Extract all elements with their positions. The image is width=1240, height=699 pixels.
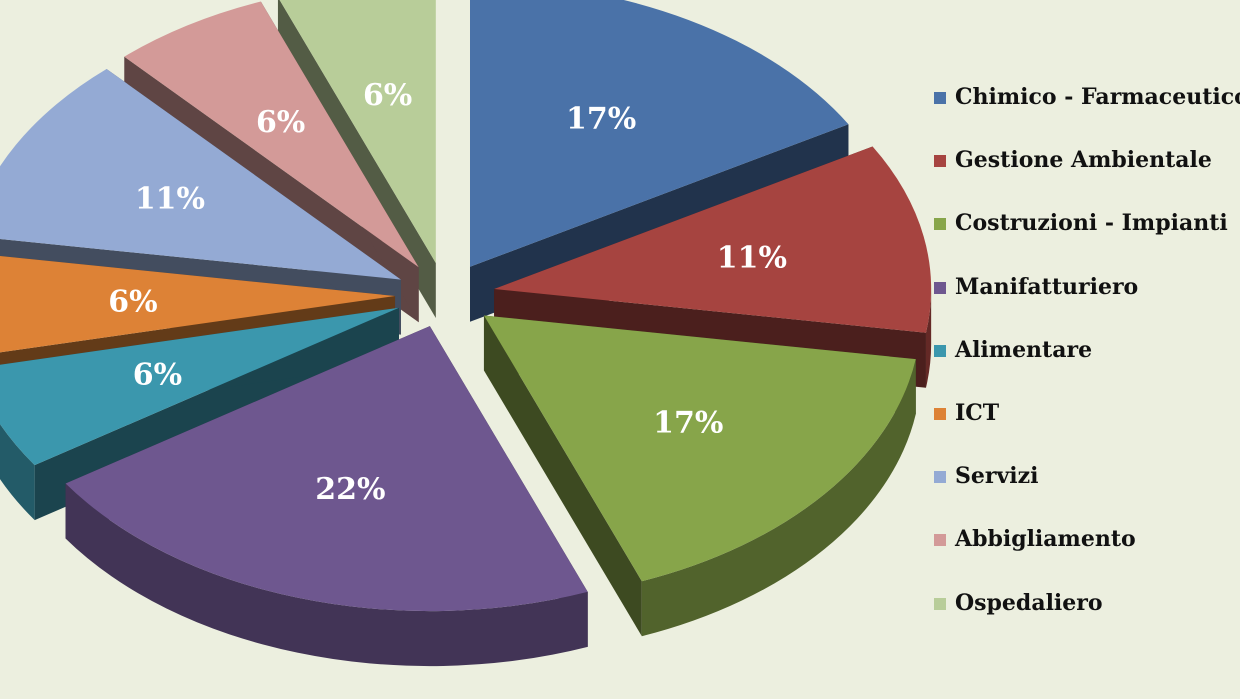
- pie-slice-costruzioni-impianti: [483, 315, 916, 582]
- legend-swatch-alimentare: [934, 344, 946, 357]
- data-label-servizi: 11%: [135, 182, 205, 217]
- legend-swatch-abbigliamento: [934, 534, 946, 547]
- legend-swatch-costruzioni-impianti: [934, 218, 946, 231]
- legend-label-manifatturiero: Manifatturiero: [955, 273, 1139, 300]
- legend-label-ospedaliero: Ospedaliero: [955, 589, 1103, 616]
- legend-item-costruzioni-impianti: Costruzioni - Impianti: [934, 206, 1234, 269]
- legend-label-servizi: Servizi: [955, 463, 1039, 490]
- pie-slice-chimico-farmaceutico: [470, 0, 849, 267]
- data-label-manifatturiero: 22%: [315, 472, 385, 507]
- legend-swatch-manifatturiero: [934, 281, 946, 294]
- slice-side-manifatturiero: [65, 483, 588, 667]
- legend-item-gestione-ambientale: Gestione Ambientale: [934, 143, 1234, 206]
- legend-item-ospedaliero: Ospedaliero: [934, 586, 1234, 649]
- pie-slice-ospedaliero: [279, 0, 436, 263]
- pie-slice-ict: [0, 256, 396, 353]
- legend-swatch-ospedaliero: [934, 597, 946, 610]
- data-label-abbigliamento: 6%: [256, 105, 305, 140]
- legend-swatch-gestione-ambientale: [934, 155, 946, 168]
- legend-label-ict: ICT: [955, 399, 1000, 426]
- pie-slice-servizi: [0, 68, 401, 280]
- legend-swatch-ict: [934, 407, 946, 420]
- data-label-gestione-ambientale: 11%: [717, 241, 787, 276]
- legend-label-costruzioni-impianti: Costruzioni - Impianti: [955, 210, 1228, 237]
- legend-item-ict: ICT: [934, 396, 1234, 459]
- data-label-alimentare: 6%: [133, 357, 182, 392]
- legend-label-chimico-farmaceutico: Chimico - Farmaceutico: [955, 84, 1240, 110]
- legend-item-manifatturiero: Manifatturiero: [934, 270, 1234, 333]
- data-label-chimico-farmaceutico: 17%: [566, 102, 636, 137]
- legend-label-alimentare: Alimentare: [955, 336, 1093, 363]
- data-label-ict: 6%: [108, 284, 157, 319]
- legend-item-servizi: Servizi: [934, 459, 1234, 522]
- legend-item-alimentare: Alimentare: [934, 333, 1234, 396]
- legend-item-abbigliamento: Abbigliamento: [934, 522, 1234, 585]
- slice-side-alimentare: [0, 423, 35, 521]
- chart-legend: Chimico - Farmaceutico Gestione Ambiental…: [934, 80, 1240, 649]
- data-label-costruzioni-impianti: 17%: [653, 406, 723, 441]
- data-label-ospedaliero: 6%: [363, 78, 412, 113]
- pie-slice-abbigliamento: [124, 1, 419, 268]
- legend-label-gestione-ambientale: Gestione Ambientale: [955, 147, 1212, 174]
- legend-swatch-chimico-farmaceutico: [934, 92, 946, 104]
- pie-slice-alimentare: [0, 307, 399, 466]
- pie-slice-manifatturiero: [65, 326, 588, 612]
- slice-side-costruzioni-impianti: [641, 359, 916, 637]
- legend-item-chimico-farmaceutico: Chimico - Farmaceutico: [934, 80, 1240, 143]
- legend-swatch-servizi: [934, 471, 946, 484]
- pie-slice-gestione-ambientale: [494, 146, 932, 333]
- slice-wall-costruzioni-impianti-1: [483, 315, 642, 637]
- slice-side-gestione-ambientale: [925, 289, 932, 388]
- legend-label-abbigliamento: Abbigliamento: [955, 526, 1136, 553]
